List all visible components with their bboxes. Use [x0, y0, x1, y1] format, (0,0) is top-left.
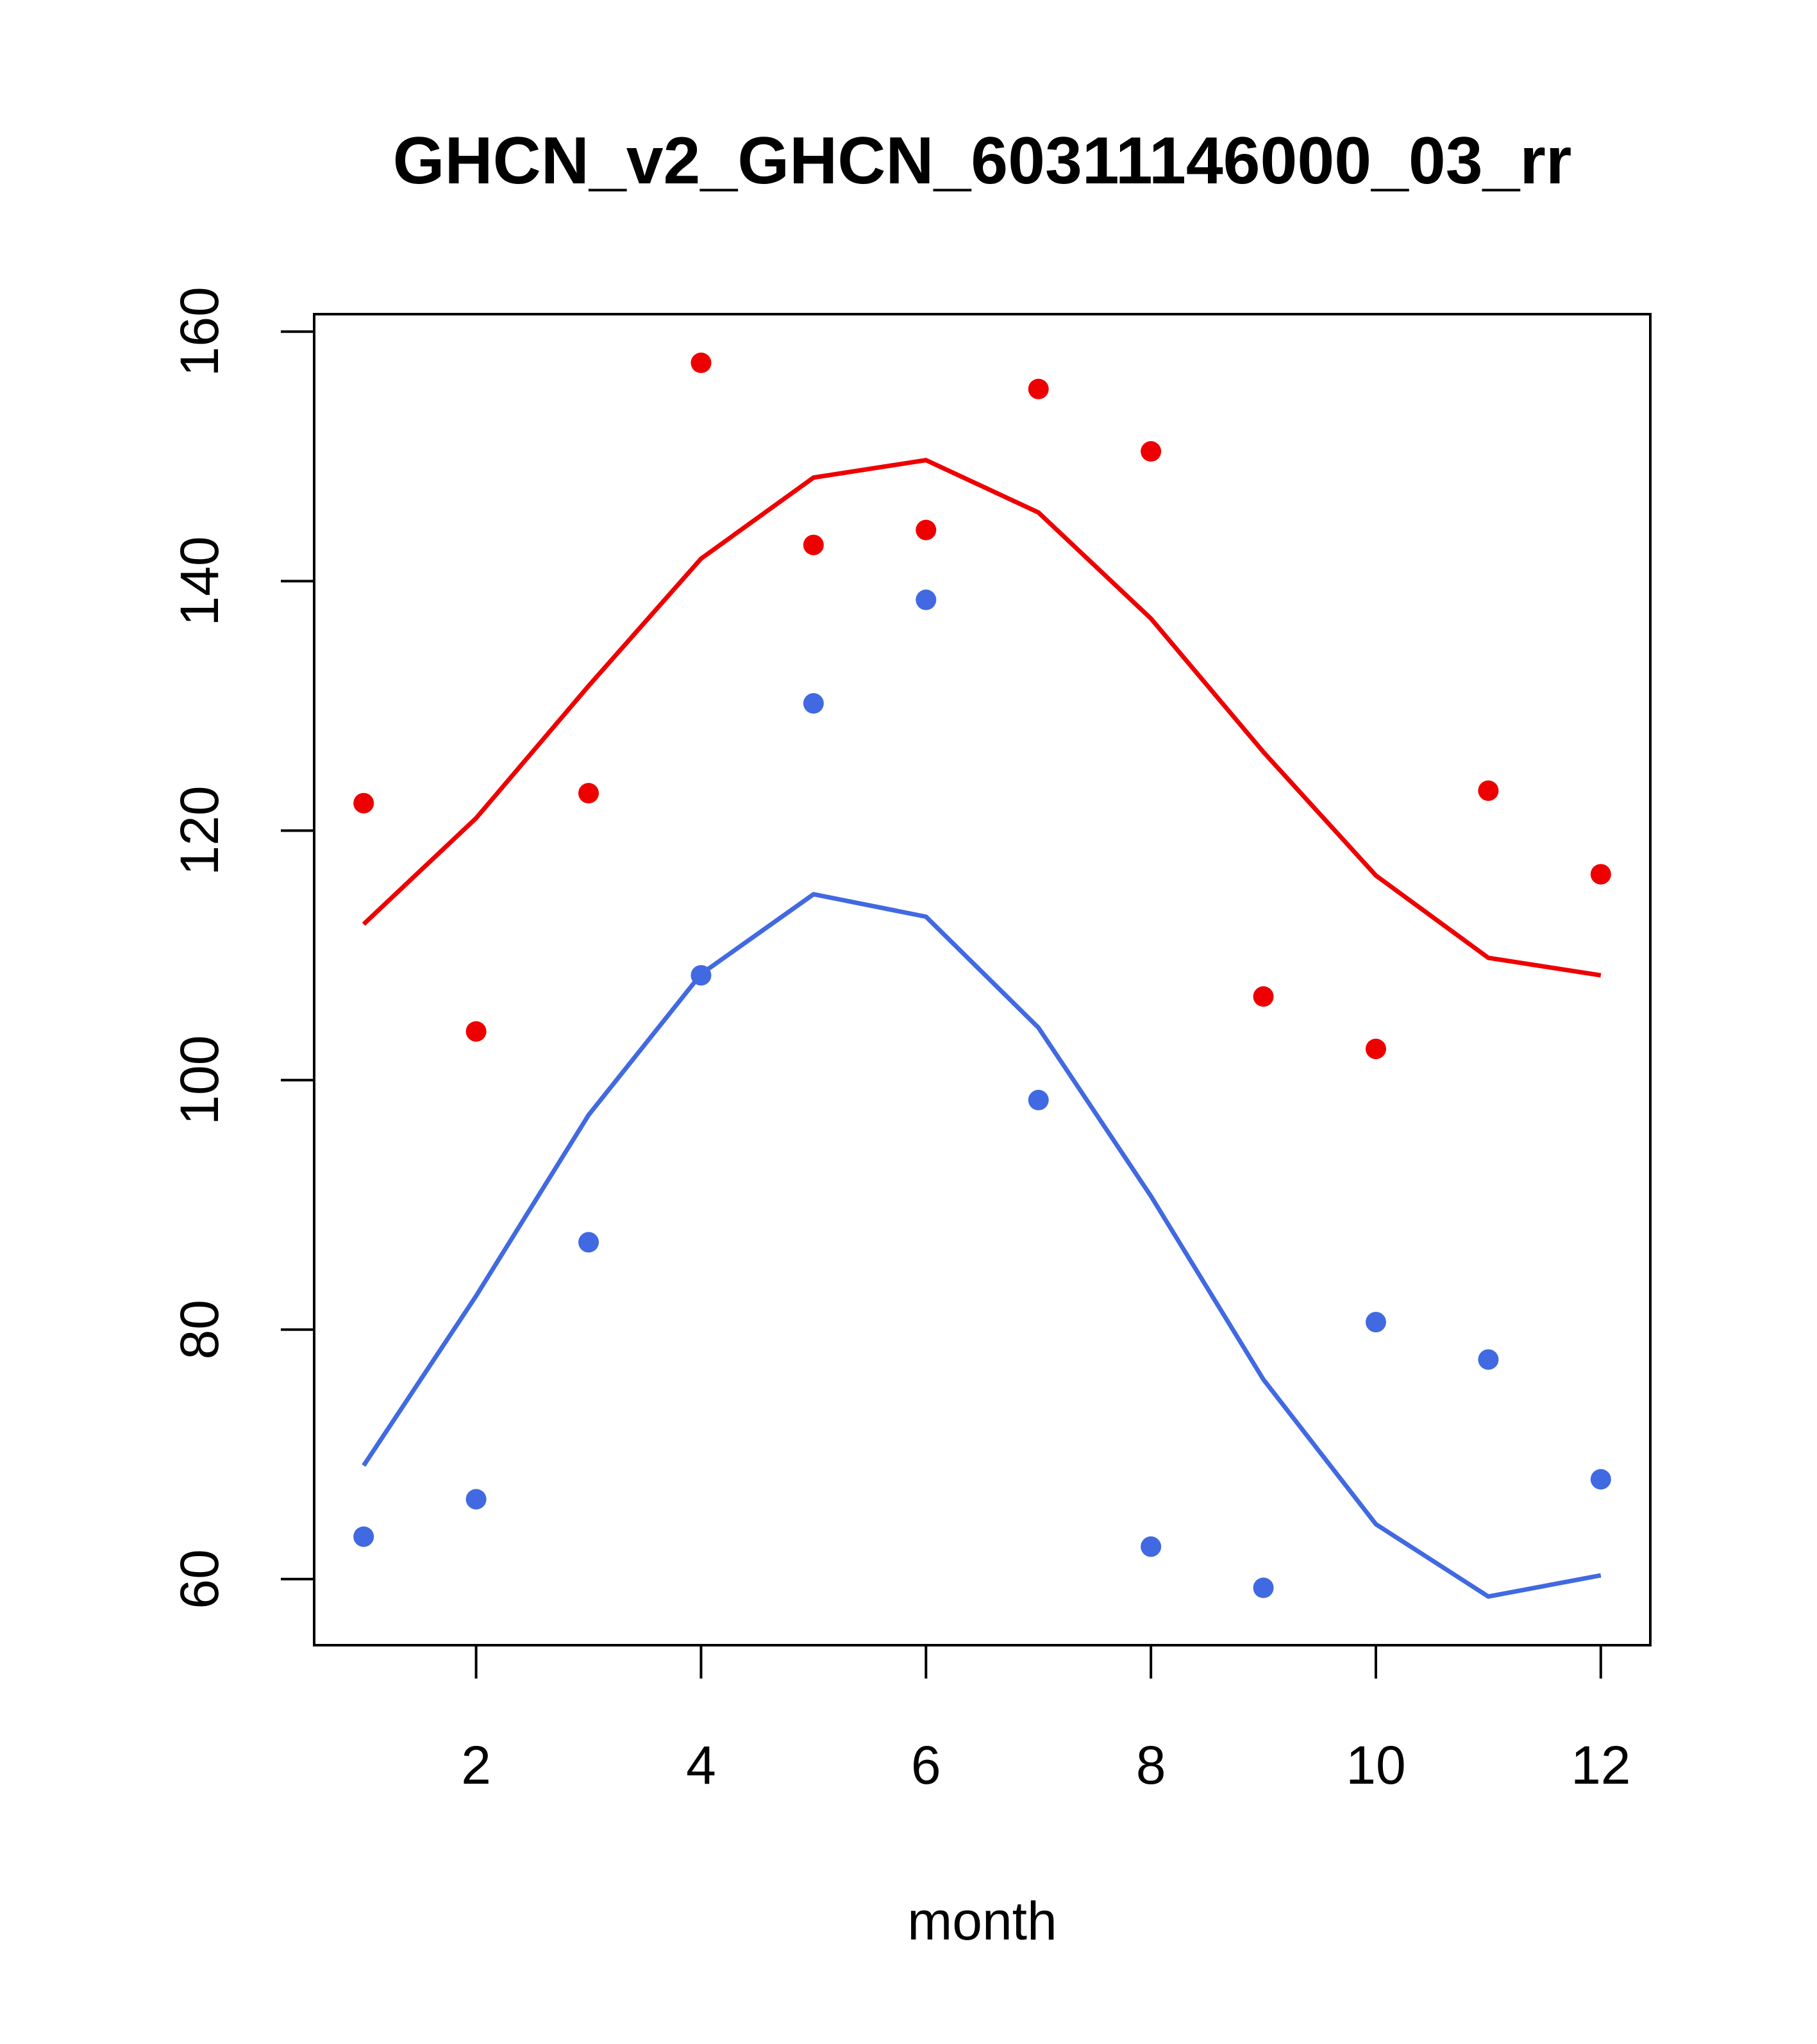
y-tick-label: 60: [169, 1549, 230, 1609]
data-point-3: [1141, 1536, 1162, 1557]
data-point-1: [1590, 864, 1611, 885]
x-tick-label: 6: [911, 1735, 941, 1795]
data-point-1: [691, 352, 712, 373]
series-line-0: [362, 458, 1602, 978]
data-point-1: [1028, 378, 1049, 399]
data-point-3: [578, 1232, 599, 1253]
data-point-1: [1141, 441, 1162, 462]
data-point-1: [1365, 1038, 1386, 1059]
y-tick-label: 140: [169, 536, 230, 626]
chart-title: GHCN_v2_GHCN_60311146000_03_rr: [393, 124, 1572, 198]
x-tick-label: 4: [686, 1735, 716, 1795]
plot-area: [313, 313, 1652, 1646]
data-point-3: [1478, 1349, 1499, 1370]
plot-frame: [313, 313, 1652, 1646]
data-point-3: [916, 589, 937, 610]
data-point-1: [465, 1021, 487, 1042]
data-point-1: [803, 534, 824, 555]
data-point-1: [578, 783, 599, 804]
x-axis: 2 4 6 8 10 12: [461, 1644, 1631, 1795]
x-tick-label: 8: [1136, 1735, 1166, 1795]
y-tick-label: 80: [169, 1300, 230, 1359]
data-point-1: [1478, 780, 1499, 801]
y-tick-label: 120: [169, 785, 230, 875]
data-point-3: [1365, 1312, 1386, 1333]
data-point-3: [353, 1526, 374, 1547]
data-point-1: [1253, 986, 1274, 1007]
x-tick-label: 12: [1571, 1735, 1630, 1795]
data-point-3: [691, 965, 712, 986]
y-tick-label: 160: [169, 287, 230, 376]
y-tick-label: 100: [169, 1035, 230, 1125]
x-tick-label: 2: [461, 1735, 491, 1795]
x-axis-label: month: [907, 1891, 1057, 1951]
data-point-3: [1028, 1089, 1049, 1110]
data-point-3: [1590, 1469, 1611, 1490]
data-point-3: [1253, 1577, 1274, 1598]
x-tick-label: 10: [1346, 1735, 1405, 1795]
data-point-1: [916, 519, 937, 540]
data-point-3: [465, 1489, 487, 1510]
data-point-1: [353, 792, 374, 814]
y-axis: 60 80 100 120 140 160: [169, 287, 315, 1609]
series-line-2: [362, 892, 1602, 1599]
data-point-3: [803, 693, 824, 714]
